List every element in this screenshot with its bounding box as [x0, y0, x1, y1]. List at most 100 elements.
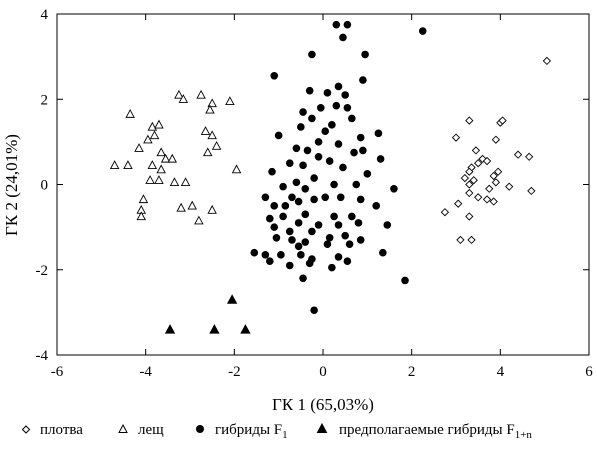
point-hybrid-f1 [348, 212, 356, 221]
point-hybrid-f1 [268, 167, 276, 176]
point-hybrid-f1 [334, 253, 343, 261]
point-leshch [169, 177, 180, 187]
point-hybrid-f1 [285, 159, 294, 167]
legend-label-leshch: лещ [138, 422, 164, 438]
legend-label-presumed-hybrids-sub: 1+n [515, 429, 533, 441]
point-hybrid-f1 [352, 180, 361, 189]
data-points [109, 20, 552, 334]
point-plotva [471, 146, 481, 155]
point-hybrid-f1 [294, 242, 303, 251]
point-hybrid-f1 [270, 202, 279, 210]
point-hybrid-f1 [323, 240, 332, 248]
point-presumed-hybrid [240, 324, 251, 334]
point-hybrid-f1 [361, 50, 369, 59]
point-presumed-hybrid [209, 324, 220, 334]
point-hybrid-f1 [356, 195, 365, 204]
point-hybrid-f1 [274, 131, 283, 140]
point-hybrid-f1 [356, 236, 365, 244]
point-hybrid-f1 [299, 161, 307, 170]
point-hybrid-f1 [308, 114, 316, 123]
point-plotva [451, 133, 461, 142]
point-hybrid-f1 [334, 82, 343, 91]
point-hybrid-f1 [376, 155, 385, 163]
point-hybrid-f1 [374, 129, 383, 138]
point-hybrid-f1 [314, 221, 323, 229]
point-hybrid-f1 [401, 276, 409, 285]
point-hybrid-f1 [270, 72, 279, 80]
legend-item-presumed-hybrids: предполагаемые гибриды F1+n [316, 422, 532, 441]
point-leshch [154, 119, 164, 129]
point-leshch [160, 153, 171, 163]
y-tick-label: 4 [41, 7, 49, 23]
point-leshch [176, 202, 186, 212]
point-hybrid-f1 [343, 257, 352, 266]
x-axis-label: ГК 1 (65,03%) [272, 395, 374, 414]
point-plotva [489, 197, 498, 206]
point-hybrid-f1 [266, 257, 274, 266]
y-tick-label: 2 [41, 92, 49, 108]
point-leshch [143, 134, 153, 144]
point-plotva [465, 167, 474, 176]
point-plotva [493, 167, 503, 176]
x-tick-label: 6 [585, 364, 593, 380]
point-hybrid-f1 [272, 233, 281, 242]
legend-marker-diamond-open [21, 425, 31, 434]
point-hybrid-f1 [332, 101, 341, 110]
point-hybrid-f1 [379, 248, 387, 257]
point-plotva [465, 180, 474, 189]
point-leshch [194, 215, 204, 225]
point-hybrid-f1 [345, 240, 354, 248]
point-hybrid-f1 [321, 127, 330, 136]
legend-label-presumed-hybrids: предполагаемые гибриды F1+n [339, 422, 532, 441]
point-presumed-hybrid [226, 294, 238, 304]
point-leshch [202, 147, 213, 157]
point-hybrid-f1 [308, 227, 316, 236]
legend-label-presumed-hybrids-main: предполагаемые гибриды F [339, 422, 515, 438]
legend-item-leshch: лещ [118, 422, 164, 438]
point-leshch [174, 89, 184, 99]
point-hybrid-f1 [288, 193, 296, 202]
point-plotva [469, 176, 478, 185]
point-hybrid-f1 [301, 210, 310, 219]
point-hybrid-f1 [356, 133, 365, 142]
point-hybrid-f1 [250, 248, 259, 257]
point-leshch [207, 130, 217, 140]
point-hybrid-f1 [350, 148, 358, 157]
legend-marker-triangle-filled [316, 422, 328, 433]
point-plotva [482, 156, 492, 166]
point-plotva [542, 56, 552, 66]
point-hybrid-f1 [305, 86, 314, 95]
point-leshch [136, 211, 146, 221]
point-leshch [156, 164, 166, 174]
point-leshch [207, 204, 217, 214]
point-leshch [205, 104, 215, 114]
legend-item-hybrids-f1: гибриды F1 [196, 422, 288, 441]
point-hybrid-f1 [343, 103, 352, 112]
point-hybrid-f1 [270, 223, 279, 231]
point-leshch [145, 175, 155, 184]
legend-label-plotva: плотва [40, 422, 83, 438]
point-hybrid-f1 [418, 27, 427, 35]
point-hybrid-f1 [343, 20, 352, 29]
point-hybrid-f1 [314, 138, 323, 146]
legend-marker-triangle-open [118, 423, 128, 433]
point-hybrid-f1 [339, 163, 347, 172]
point-hybrid-f1 [294, 219, 303, 227]
point-leshch [225, 96, 235, 106]
point-hybrid-f1 [277, 251, 285, 259]
point-hybrid-f1 [334, 221, 343, 229]
point-hybrid-f1 [305, 259, 314, 268]
point-hybrid-f1 [359, 146, 367, 155]
point-plotva [505, 182, 514, 191]
y-tick-label: 0 [41, 178, 49, 194]
point-hybrid-f1 [354, 219, 363, 227]
point-hybrid-f1 [336, 193, 345, 202]
point-plotva [465, 212, 474, 221]
legend-label-hybrids-f1-sub: 1 [282, 429, 288, 441]
point-plotva [465, 116, 474, 125]
point-hybrid-f1 [285, 227, 294, 236]
point-hybrid-f1 [325, 233, 334, 242]
x-tick-label: 0 [319, 364, 327, 380]
point-plotva [513, 150, 523, 159]
